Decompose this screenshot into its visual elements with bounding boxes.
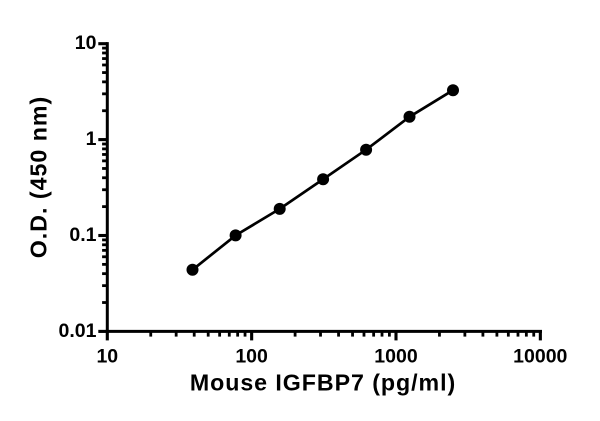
- svg-text:10: 10: [96, 345, 118, 367]
- svg-text:10: 10: [75, 32, 97, 54]
- svg-text:1000: 1000: [374, 345, 418, 367]
- svg-text:1: 1: [86, 128, 97, 150]
- svg-text:O.D. (450 nm): O.D. (450 nm): [26, 96, 52, 258]
- svg-text:0.1: 0.1: [69, 224, 96, 246]
- svg-text:0.01: 0.01: [59, 320, 97, 342]
- svg-text:100: 100: [235, 345, 268, 367]
- svg-text:10000: 10000: [513, 345, 567, 367]
- svg-text:Mouse IGFBP7 (pg/ml): Mouse IGFBP7 (pg/ml): [190, 370, 456, 396]
